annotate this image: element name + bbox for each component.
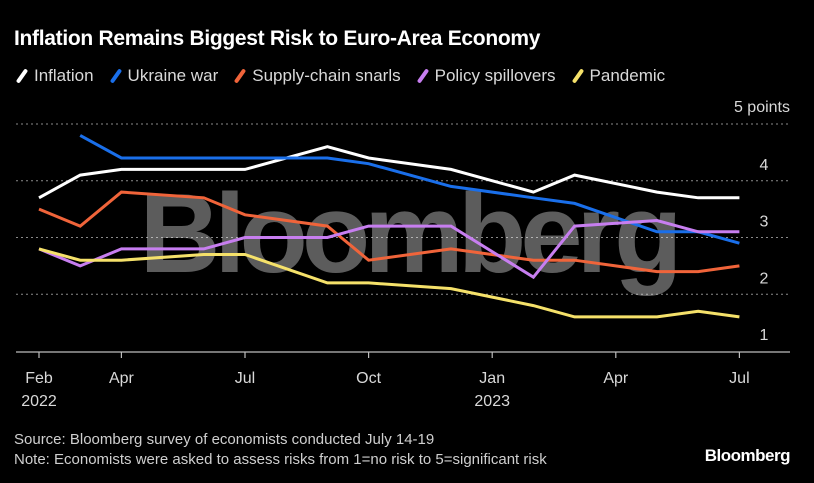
legend-item-supply-chain: Supply-chain snarls [234,66,401,86]
source-note: Source: Bloomberg survey of economists c… [14,431,435,448]
series-line-inflation [38,145,740,200]
series-line-pandemic [38,247,740,319]
methodology-note: Note: Economists were asked to assess ri… [14,451,547,468]
y-tick-label: 4 [760,157,769,174]
x-tick-label: Jan [479,370,505,387]
x-tick-label: Feb [25,370,53,387]
x-tick-sublabel: 2022 [21,393,57,410]
y-tick-label: 3 [760,214,769,231]
legend-item-ukraine-war: Ukraine war [109,66,219,86]
y-tick-label: 1 [760,327,769,344]
y-tick-label: 2 [760,270,769,287]
legend-item-inflation: Inflation [15,66,94,86]
legend-label: Ukraine war [127,66,219,85]
legend-label: Policy spillovers [434,66,556,85]
x-tick-label: Apr [109,370,135,387]
watermark: Bloomberg [139,171,676,296]
legend-label: Inflation [34,66,94,85]
legend-item-pandemic: Pandemic [571,66,666,86]
x-tick-label: Apr [603,370,629,387]
x-tick-label: Jul [235,370,255,387]
x-tick-label: Oct [356,370,381,387]
legend-label: Pandemic [589,66,666,85]
legend: Inflation Ukraine war Supply-chain snarl… [15,66,681,86]
legend-item-policy-spillovers: Policy spillovers [416,66,556,86]
series-lines [38,134,740,319]
bloomberg-logo: Bloomberg [704,446,791,465]
y-unit-label: 5 points [734,99,790,116]
series-line-ukraine-war [79,134,740,245]
chart-title: Inflation Remains Biggest Risk to Euro-A… [14,27,541,50]
line-chart: Bloomberg 5 points 1 2 3 4 Feb 2022 Apr Jul Oct J… [16,99,790,410]
x-tick-label: Jul [729,370,749,387]
series-line-policy-spillovers [38,218,740,280]
series-line-supply-chain-snarls [38,190,740,274]
x-axis: Feb 2022 Apr Jul Oct Jan 2023 Apr Jul [16,351,790,410]
y-axis: 5 points 1 2 3 4 [734,99,790,344]
x-tick-sublabel: 2023 [474,393,510,410]
gridlines [16,123,790,295]
legend-label: Supply-chain snarls [252,66,401,85]
